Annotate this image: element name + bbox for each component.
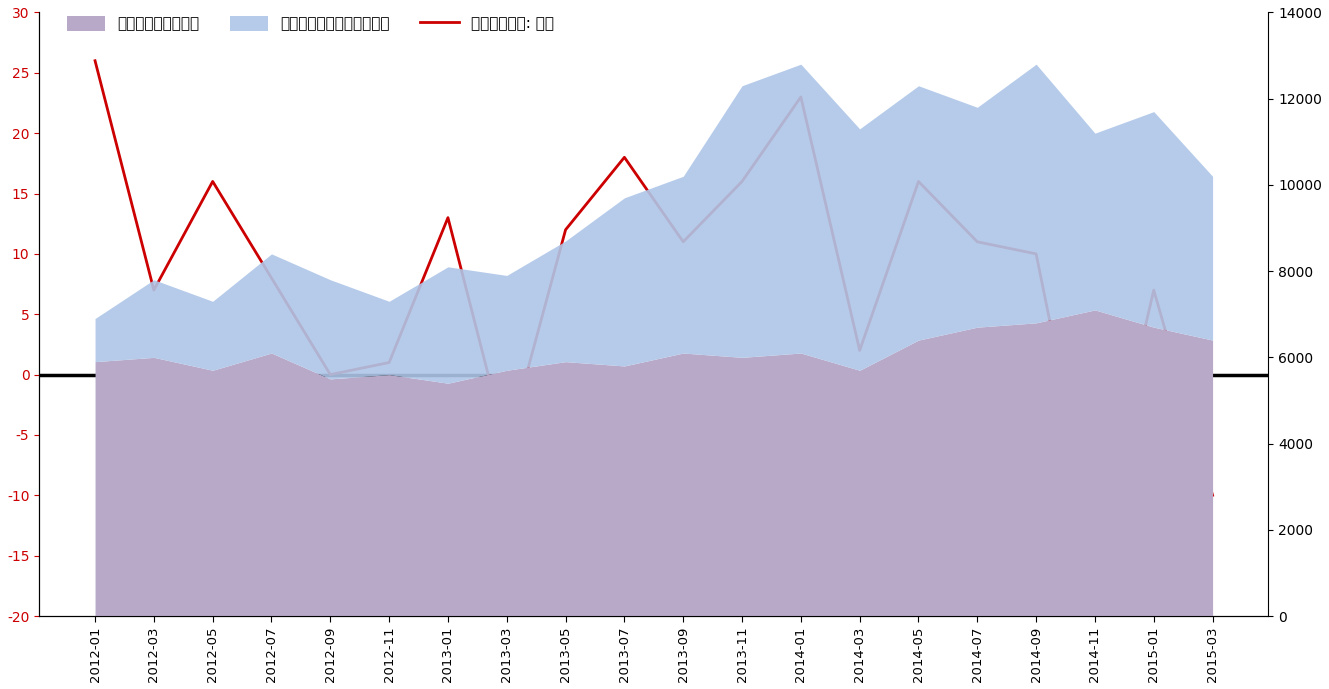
Legend: 鐵矿石进口量（右）, 国产矿产量（折精粉，右）, 鐵矿石供给量: 同比: 鐵矿石进口量（右）, 国产矿产量（折精粉，右）, 鐵矿石供给量: 同比 [58, 8, 561, 39]
